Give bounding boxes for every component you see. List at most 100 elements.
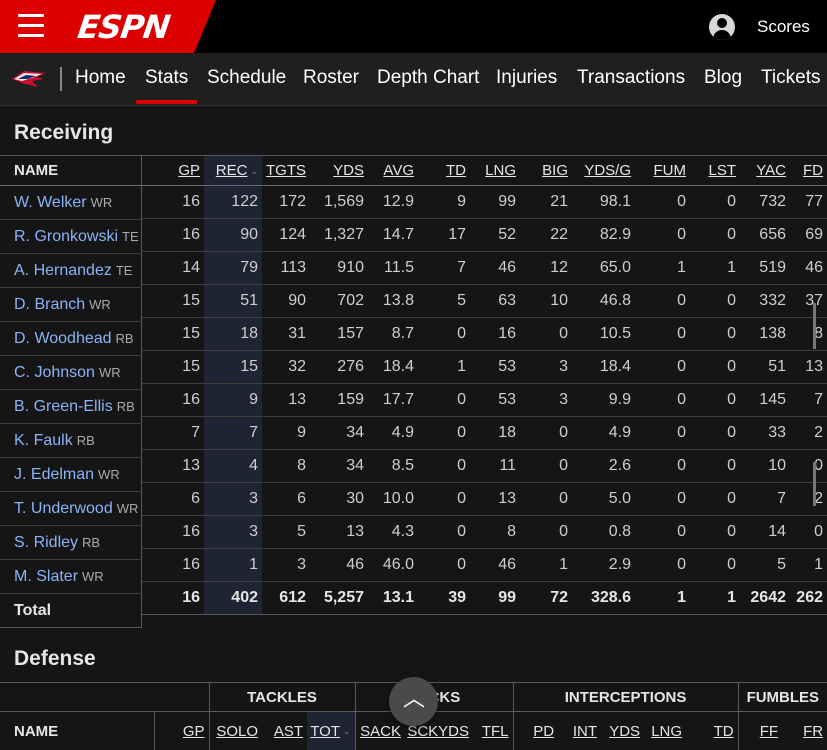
stat-cell: 0.8 (572, 515, 635, 549)
scroll-indicator[interactable] (813, 303, 816, 349)
def-col-int[interactable]: INT (558, 711, 602, 750)
col-big[interactable]: BIG (520, 155, 572, 186)
nav-home[interactable]: Home (75, 67, 126, 88)
stat-cell: 63 (470, 284, 520, 318)
nav-roster[interactable]: Roster (303, 67, 359, 88)
player-row: R. Gronkowski TE (0, 219, 142, 254)
scores-link[interactable]: Scores (757, 17, 810, 36)
col-td[interactable]: TD (418, 155, 470, 186)
def-col-sckyds[interactable]: SCKYDS (405, 711, 473, 750)
def-col-td[interactable]: TD (686, 711, 739, 750)
col-avg[interactable]: AVG (368, 155, 418, 186)
def-col-gp[interactable]: GP (154, 711, 209, 750)
patriots-logo-icon[interactable] (10, 67, 48, 91)
col-lng[interactable]: LNG (470, 155, 520, 186)
player-name-link[interactable]: K. Faulk (14, 431, 73, 449)
table-row: 15 15 32 276 18.4 1 53 3 18.4 0 0 51 13 (142, 350, 827, 384)
stat-cell: 702 (310, 284, 368, 318)
nav-schedule[interactable]: Schedule (207, 67, 287, 88)
table-row: 6 3 6 30 10.0 0 13 0 5.0 0 0 7 2 (142, 482, 827, 516)
col-lst[interactable]: LST (690, 155, 740, 186)
stat-cell: 14.7 (368, 218, 418, 252)
stat-cell: 11 (470, 449, 520, 483)
stat-cell: 0 (635, 449, 690, 483)
total-cell: 5,257 (310, 581, 368, 615)
player-name-link[interactable]: S. Ridley (14, 533, 79, 551)
stat-cell: 4 (204, 449, 262, 483)
stat-cell: 10 (520, 284, 572, 318)
group-interceptions: INTERCEPTIONS (512, 682, 739, 712)
col-tgts[interactable]: TGTS (262, 155, 310, 186)
stat-cell: 1 (204, 548, 262, 582)
player-name-link[interactable]: A. Hernandez (14, 261, 112, 279)
nav-transactions[interactable]: Transactions (577, 67, 686, 88)
user-icon[interactable] (709, 14, 735, 40)
def-col-fr[interactable]: FR (782, 711, 827, 750)
stat-cell: 10.0 (368, 482, 418, 516)
def-col-yds[interactable]: YDS (601, 711, 645, 750)
stat-cell: 11.5 (368, 251, 418, 285)
player-cell: W. Welker WR (0, 185, 142, 220)
espn-logo[interactable]: ESPN (75, 8, 172, 46)
col-yds[interactable]: YDS (310, 155, 368, 186)
player-position: RB (82, 534, 101, 550)
def-col-solo[interactable]: SOLO (208, 711, 262, 750)
nav-stats[interactable]: Stats (135, 67, 198, 104)
def-col-ff[interactable]: FF (737, 711, 783, 750)
col-fum[interactable]: FUM (635, 155, 690, 186)
player-name-link[interactable]: W. Welker (14, 193, 87, 211)
col-yac[interactable]: YAC (740, 155, 790, 186)
stat-cell: 16 (142, 383, 204, 417)
nav-injuries[interactable]: Injuries (496, 67, 558, 88)
player-cell: K. Faulk RB (0, 423, 142, 458)
stat-cell: 172 (262, 185, 310, 219)
stat-cell: 2 (790, 482, 827, 516)
scroll-to-top-button[interactable]: ︿ (389, 677, 438, 726)
stat-cell: 0 (690, 218, 740, 252)
col-rec[interactable]: REC ⌄ (204, 155, 262, 186)
stat-cell: 0 (635, 317, 690, 351)
hamburger-icon[interactable] (18, 14, 44, 38)
stat-cell: 1,327 (310, 218, 368, 252)
stat-cell: 0 (690, 515, 740, 549)
scroll-indicator[interactable] (813, 462, 816, 506)
col-yds-g[interactable]: YDS/G (572, 155, 635, 186)
def-col-pd[interactable]: PD (512, 711, 559, 750)
col-fd[interactable]: FD (790, 155, 827, 186)
table-row: 7 7 9 34 4.9 0 18 0 4.9 0 0 33 2 (142, 416, 827, 450)
player-name-link[interactable]: D. Woodhead (14, 329, 112, 347)
stat-cell: 30 (310, 482, 368, 516)
def-col-ast[interactable]: AST (262, 711, 307, 750)
nav-depth-chart[interactable]: Depth Chart (377, 67, 480, 88)
table-row: 16 9 13 159 17.7 0 53 3 9.9 0 0 145 7 (142, 383, 827, 417)
player-name-link[interactable]: J. Edelman (14, 465, 95, 483)
col-gp[interactable]: GP (142, 155, 204, 186)
total-cell: 1 (690, 581, 740, 615)
def-col-lng[interactable]: LNG (644, 711, 687, 750)
def-col-tfl[interactable]: TFL (473, 711, 514, 750)
stat-cell: 0 (790, 449, 827, 483)
def-col-tot[interactable]: TOT ⌄ (307, 711, 355, 750)
stat-cell: 21 (520, 185, 572, 219)
nav-blog[interactable]: Blog (704, 67, 743, 88)
player-position: WR (116, 500, 139, 516)
stat-cell: 9 (418, 185, 470, 219)
stat-cell: 16 (142, 185, 204, 219)
nav-tickets[interactable]: Tickets (761, 67, 821, 88)
player-name-link[interactable]: B. Green-Ellis (14, 397, 113, 415)
player-name-link[interactable]: M. Slater (14, 567, 79, 585)
player-row: W. Welker WR (0, 185, 142, 220)
stat-cell: 65.0 (572, 251, 635, 285)
player-row: J. Edelman WR (0, 457, 142, 492)
player-row: D. Branch WR (0, 287, 142, 322)
player-position: RB (115, 330, 134, 346)
total-label: Total (0, 593, 142, 628)
sort-chevron-icon: ⌄ (342, 726, 351, 737)
player-name-link[interactable]: D. Branch (14, 295, 86, 313)
player-name-link[interactable]: C. Johnson (14, 363, 95, 381)
player-name-link[interactable]: T. Underwood (14, 499, 113, 517)
player-name-link[interactable]: R. Gronkowski (14, 227, 119, 245)
stat-cell: 46 (470, 548, 520, 582)
stat-cell: 0 (418, 515, 470, 549)
stat-cell: 1,569 (310, 185, 368, 219)
